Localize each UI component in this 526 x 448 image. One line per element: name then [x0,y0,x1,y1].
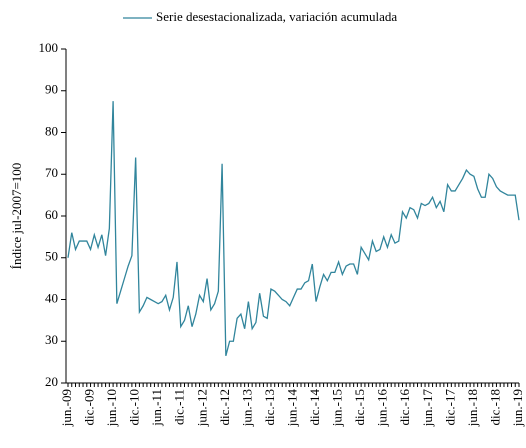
y-tick-label: 60 [45,207,58,222]
y-tick-label: 90 [45,82,58,97]
x-tick-label: jun.-12 [194,389,209,427]
y-tick-label: 50 [45,249,58,264]
x-tick-label: dic.-16 [397,389,412,426]
y-tick-label: 40 [45,290,58,305]
x-tick-label: jun.-17 [420,389,435,428]
x-tick-label: dic.-13 [262,389,277,425]
x-tick-label: jun.-11 [149,389,164,427]
x-tick-label: dic.-09 [82,389,97,425]
x-tick-label: jun.-15 [330,389,345,427]
y-tick-label: 70 [45,165,58,180]
y-tick-label: 20 [45,374,58,389]
y-tick-label: 100 [39,40,59,55]
y-axis-title: Índice jul-2007=100 [9,163,24,270]
x-tick-label: dic.-10 [127,389,142,425]
x-tick-label: jun.-14 [284,389,299,428]
y-tick-label: 30 [45,332,58,347]
legend-label: Serie desestacionalizada, variación acum… [156,9,397,24]
x-tick-label: jun.-13 [239,389,254,427]
x-tick-label: jun.-10 [104,389,119,427]
x-tick-label: jun.-16 [375,389,390,428]
x-tick-label: dic.-17 [442,389,457,426]
line-series [67,101,520,357]
x-tick-label: dic.-18 [487,389,502,425]
y-tick-label: 80 [45,123,58,138]
x-tick-label: dic.-12 [217,389,232,425]
x-tick-label: dic.-14 [307,389,322,426]
x-tick-label: dic.-15 [352,389,367,425]
x-tick-label: jun.-18 [465,389,480,427]
x-tick-label: dic.-11 [172,389,187,425]
x-tick-label: jun.-19 [510,389,525,427]
x-tick-label: jun.-09 [59,389,74,427]
